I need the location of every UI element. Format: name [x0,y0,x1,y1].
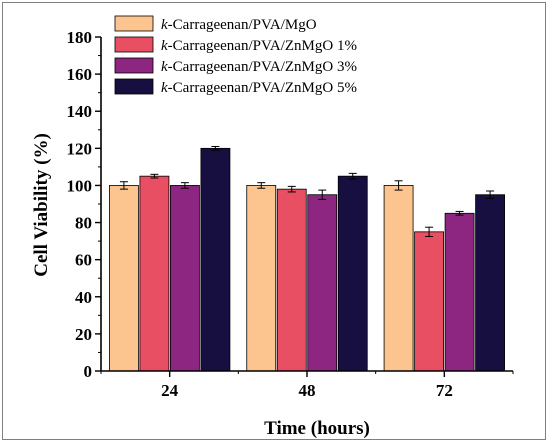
bars-layer [109,147,505,372]
x-tick-label: 72 [436,381,453,400]
bar-48-series-1 [246,185,277,372]
bar-72-series-1 [383,185,414,372]
legend-swatch-3 [114,57,154,74]
bar-24-series-4 [200,147,231,372]
y-tick-label: 120 [67,139,93,158]
bar-24-series-2 [139,175,170,372]
legend-label-suffix: -Carrageenan/PVA/ZnMgO 5% [168,80,357,96]
x-axis-title: Time (hours) [264,418,370,439]
bar-48-series-3 [307,194,338,372]
y-tick-label: 40 [75,288,92,307]
legend-label-suffix: -Carrageenan/PVA/ZnMgO 1% [168,38,357,54]
axes-layer: 0 20 40 60 80 100 120 140 160 180 24 48 72 [67,28,514,400]
y-tick-label: 180 [67,28,93,47]
legend-label-3: k-Carrageenan/PVA/ZnMgO 3% [161,59,357,75]
legend-label-1: k-Carrageenan/PVA/MgO [161,17,317,33]
bar-72-series-3 [444,212,475,372]
bar-72-series-2 [414,231,444,372]
y-tick-label: 100 [67,176,93,195]
y-tick-label: 20 [75,325,92,344]
y-tick-label: 60 [75,251,92,270]
bar-24-series-3 [170,185,200,372]
legend-label-suffix: -Carrageenan/PVA/ZnMgO 3% [168,59,357,75]
bar-72-series-4 [475,194,505,372]
x-tick-label: 24 [161,381,179,400]
legend-swatch-1 [114,15,154,32]
y-axis-title: Cell Viability (%) [31,133,52,277]
legend-label-suffix: -Carrageenan/PVA/MgO [168,17,317,33]
y-tick-label: 80 [75,214,92,233]
x-tick-label: 48 [299,381,316,400]
y-tick-label: 160 [67,65,93,84]
legend-label-2: k-Carrageenan/PVA/ZnMgO 1% [161,38,357,54]
legend-label-prefix: k [161,38,168,54]
legend-label-4: k-Carrageenan/PVA/ZnMgO 5% [161,80,357,96]
legend: k-Carrageenan/PVA/MgOk-Carrageenan/PVA/Z… [114,15,357,96]
legend-label-prefix: k [161,17,168,33]
legend-swatch-2 [114,36,154,53]
bar-48-series-4 [337,175,368,372]
error-bars-layer [119,145,495,237]
chart-frame: 0 20 40 60 80 100 120 140 160 180 24 48 72 k-Carrage… [2,2,546,440]
bar-48-series-2 [276,188,307,372]
bar-24-series-1 [109,185,139,372]
legend-swatch-4 [114,78,154,95]
y-tick-label: 140 [67,102,93,121]
y-tick-label: 0 [84,362,93,381]
legend-label-prefix: k [161,80,168,96]
legend-label-prefix: k [161,59,168,75]
